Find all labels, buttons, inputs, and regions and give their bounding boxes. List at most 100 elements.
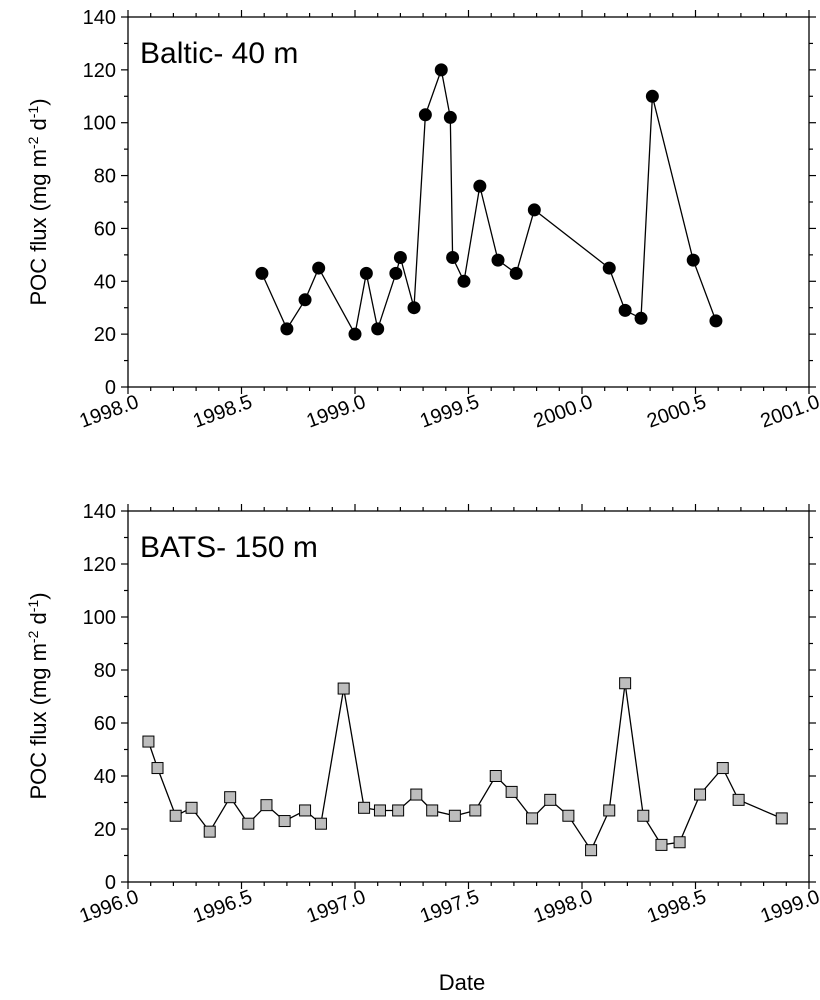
plot-frame bbox=[127, 16, 810, 388]
x-tick-label: 1996.5 bbox=[190, 886, 255, 928]
y-tick-label: 100 bbox=[83, 607, 116, 629]
data-point bbox=[634, 311, 648, 325]
data-point bbox=[527, 203, 541, 217]
x-tick-label: 2000.0 bbox=[531, 391, 596, 433]
data-point bbox=[418, 108, 432, 122]
data-point bbox=[142, 735, 155, 748]
plot-frame bbox=[127, 510, 810, 883]
data-point bbox=[489, 770, 502, 782]
data-point bbox=[393, 251, 407, 264]
data-point bbox=[526, 812, 539, 825]
x-tick-label: 2000.5 bbox=[644, 391, 709, 433]
data-point bbox=[389, 266, 403, 280]
panel-label: Baltic- 40 m bbox=[140, 37, 298, 70]
y-axis-label: POC flux (mg m-2 d-1) bbox=[25, 98, 51, 305]
y-tick-label: 20 bbox=[94, 819, 116, 841]
data-point bbox=[655, 838, 668, 851]
data-point bbox=[686, 253, 700, 267]
y-tick-label: 80 bbox=[94, 166, 116, 188]
x-tick-label: 1997.5 bbox=[417, 886, 482, 928]
data-point bbox=[426, 804, 439, 817]
data-point bbox=[185, 801, 198, 814]
data-point bbox=[169, 809, 182, 822]
data-point bbox=[618, 303, 632, 317]
x-tick-label: 1998.0 bbox=[531, 886, 596, 928]
data-point bbox=[448, 809, 461, 822]
data-point bbox=[603, 804, 616, 817]
series-line bbox=[147, 683, 783, 852]
y-tick-label: 80 bbox=[94, 660, 116, 682]
y-axis-label: POC flux (mg m-2 d-1) bbox=[25, 592, 51, 799]
data-point bbox=[337, 682, 350, 695]
y-axis: 0 20 40 60 80 100 120 140 bbox=[83, 501, 816, 894]
data-point bbox=[562, 809, 575, 822]
data-point bbox=[619, 677, 632, 690]
y-tick-label: 40 bbox=[94, 271, 116, 293]
data-point bbox=[473, 179, 487, 193]
data-point bbox=[280, 322, 294, 336]
data-point bbox=[407, 301, 421, 315]
data-point bbox=[602, 261, 616, 275]
bats-series bbox=[142, 677, 788, 857]
y-tick-label: 120 bbox=[83, 554, 116, 576]
data-point bbox=[544, 793, 557, 806]
data-point bbox=[358, 801, 371, 814]
y-tick-label: 20 bbox=[94, 324, 116, 346]
data-point bbox=[203, 825, 216, 838]
data-point bbox=[694, 788, 707, 801]
y-tick-label: 140 bbox=[83, 501, 116, 523]
x-tick-label: 1998.5 bbox=[644, 886, 709, 928]
data-point bbox=[673, 836, 686, 849]
y-axis: 0 20 40 60 80 100 120 140 bbox=[83, 7, 816, 399]
y-tick-label: 60 bbox=[94, 218, 116, 240]
x-tick-label: 1997.0 bbox=[304, 886, 369, 928]
baltic-series bbox=[255, 63, 723, 341]
data-point bbox=[260, 799, 273, 812]
data-point bbox=[151, 762, 164, 775]
data-point bbox=[224, 791, 237, 804]
x-axis: 1998.0 1998.5 1999.0 1999.5 2000.0 2000.5 2001… bbox=[77, 10, 820, 433]
data-point bbox=[314, 817, 327, 830]
data-point bbox=[299, 804, 312, 817]
y-tick-label: 100 bbox=[83, 113, 116, 135]
panel-label: BATS- 150 m bbox=[140, 531, 318, 564]
data-point bbox=[446, 251, 460, 264]
data-point bbox=[255, 266, 269, 280]
data-point bbox=[392, 804, 405, 817]
data-point bbox=[373, 804, 386, 817]
x-axis-title: Date bbox=[439, 970, 485, 995]
x-axis: 1996.0 1996.5 1997.0 1997.5 1998.0 1998.5 1999… bbox=[77, 504, 820, 928]
data-point bbox=[732, 793, 745, 806]
data-point bbox=[242, 817, 255, 830]
data-point bbox=[491, 253, 505, 267]
y-tick-label: 120 bbox=[83, 60, 116, 82]
series-line bbox=[261, 67, 717, 337]
data-point bbox=[709, 314, 723, 328]
data-point bbox=[410, 788, 423, 801]
x-tick-label: 1999.0 bbox=[758, 886, 820, 928]
x-tick-label: 1999.0 bbox=[304, 391, 369, 433]
data-point bbox=[359, 266, 373, 280]
x-tick-label: 2001.0 bbox=[758, 391, 820, 433]
data-point bbox=[505, 785, 518, 798]
data-point bbox=[278, 815, 291, 828]
data-point bbox=[775, 812, 788, 825]
y-tick-label: 140 bbox=[83, 7, 116, 29]
data-point bbox=[348, 327, 362, 341]
data-point bbox=[312, 261, 326, 275]
data-point bbox=[298, 293, 312, 307]
data-point bbox=[469, 804, 482, 817]
data-point bbox=[645, 89, 659, 103]
data-point bbox=[509, 266, 523, 280]
x-tick-label: 1999.5 bbox=[417, 391, 482, 433]
data-point bbox=[637, 809, 650, 822]
y-tick-label: 0 bbox=[105, 872, 116, 894]
data-point bbox=[716, 762, 729, 775]
y-tick-label: 0 bbox=[105, 377, 116, 399]
data-point bbox=[371, 322, 385, 336]
data-point bbox=[434, 63, 448, 77]
y-tick-label: 60 bbox=[94, 713, 116, 735]
